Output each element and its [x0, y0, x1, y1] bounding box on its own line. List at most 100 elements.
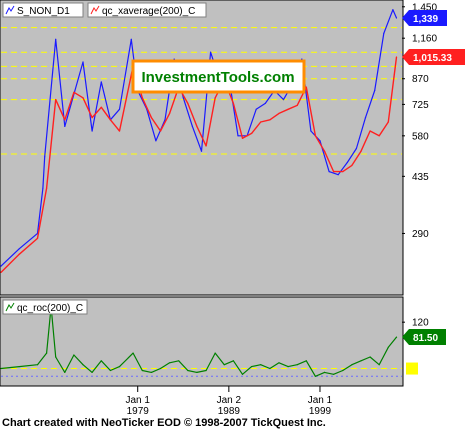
- roc-point: [260, 364, 262, 366]
- last-price-label: 1,339: [413, 14, 438, 25]
- roc-point: [205, 369, 207, 372]
- price-series: [0, 9, 398, 273]
- roc-point: [36, 364, 39, 366]
- price-point: [18, 248, 20, 250]
- average-point: [287, 108, 289, 110]
- last-average-label: 1,015.33: [413, 53, 452, 64]
- roc-series: [0, 306, 398, 377]
- roc-point: [18, 366, 20, 368]
- legend-label-roc: qc_roc(200)_C: [17, 303, 83, 314]
- x-tick-label-top: Jan 1: [125, 395, 150, 406]
- price-point: [355, 147, 357, 150]
- roc-point: [187, 369, 189, 372]
- roc-point: [82, 364, 84, 366]
- watermark-box: [131, 59, 306, 94]
- price-point: [164, 119, 166, 121]
- price-point: [182, 97, 184, 99]
- price-point: [118, 108, 121, 110]
- price-point: [200, 150, 203, 152]
- average-point: [378, 135, 380, 137]
- average-point: [169, 112, 171, 114]
- average-point: [260, 121, 262, 123]
- price-point: [91, 130, 93, 132]
- average-point: [73, 91, 75, 93]
- y-tick-label: 870: [412, 74, 429, 85]
- x-tick-label-bottom: 1999: [309, 406, 332, 417]
- price-point: [337, 174, 339, 176]
- price-point: [55, 38, 57, 41]
- roc-point: [342, 369, 344, 372]
- legend-box-average: [87, 2, 207, 18]
- footer-credit: Chart created with NeoTicker EOD © 1998-…: [2, 417, 326, 429]
- price-point: [191, 125, 193, 127]
- price-point: [328, 171, 330, 173]
- roc-point: [378, 364, 380, 366]
- price-point: [210, 51, 212, 53]
- roc-point: [369, 356, 371, 358]
- price-point: [392, 9, 394, 11]
- average-point: [46, 187, 48, 189]
- y-tick-label: 120: [412, 318, 429, 329]
- average-point: [323, 150, 326, 152]
- roc-point: [269, 367, 271, 370]
- roc-point: [232, 360, 234, 362]
- average-point: [369, 130, 371, 132]
- x-tick-label-bottom: 1989: [218, 406, 241, 417]
- average-point: [214, 97, 216, 99]
- average-point: [296, 104, 298, 106]
- roc-grid: [1, 368, 402, 377]
- roc-point: [251, 366, 253, 368]
- price-point: [237, 135, 239, 137]
- average-point: [360, 150, 362, 152]
- average-point: [159, 130, 162, 132]
- price-point: [346, 161, 348, 164]
- average-point: [196, 125, 198, 127]
- y-tick-label: 725: [412, 100, 429, 111]
- price-point: [395, 17, 398, 19]
- average-point: [150, 117, 152, 119]
- average-line: [0, 56, 398, 273]
- average-point: [109, 119, 111, 121]
- roc-point: [278, 362, 280, 364]
- roc-point: [55, 356, 57, 358]
- average-point: [118, 130, 121, 132]
- average-point: [0, 271, 2, 273]
- average-point: [251, 132, 253, 134]
- roc-point: [100, 360, 102, 362]
- roc-point: [223, 364, 225, 366]
- y-tick-label: 435: [412, 172, 429, 183]
- roc-point: [64, 371, 66, 373]
- price-point: [155, 140, 157, 142]
- roc-point: [159, 367, 162, 370]
- roc-point: [178, 360, 180, 362]
- roc-point: [387, 346, 389, 348]
- roc-point: [323, 371, 326, 373]
- roc-point: [91, 371, 93, 373]
- roc-point: [305, 360, 307, 362]
- roc-point: [214, 352, 216, 354]
- x-tick-label-top: Jan 1: [308, 395, 333, 406]
- price-point: [0, 265, 2, 267]
- average-point: [314, 135, 316, 137]
- price-point: [100, 81, 102, 83]
- average-point: [342, 171, 344, 173]
- legend-box-price: [2, 2, 84, 18]
- average-point: [305, 86, 307, 88]
- price-point: [130, 38, 132, 41]
- roc-point: [46, 352, 48, 354]
- average-point: [18, 253, 20, 255]
- price-point: [255, 108, 257, 110]
- watermark: InvestmentTools.com: [131, 59, 306, 94]
- price-point: [310, 130, 312, 132]
- average-point: [100, 106, 102, 108]
- average-point: [333, 171, 335, 173]
- price-legend: S_NON_D1 qc_xaverage(200)_C: [2, 2, 207, 18]
- legend-label-price: S_NON_D1: [17, 6, 70, 17]
- roc-point: [241, 373, 244, 375]
- average-point: [395, 56, 398, 58]
- average-point: [91, 117, 93, 119]
- last-roc-label: 81.50: [413, 333, 438, 344]
- average-point: [187, 102, 189, 104]
- y-tick-label: 290: [412, 229, 429, 240]
